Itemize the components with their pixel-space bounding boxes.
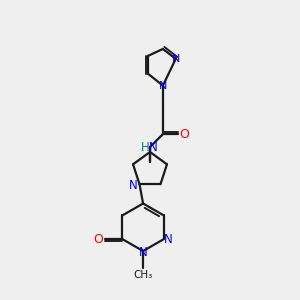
Text: N: N xyxy=(148,140,157,154)
Text: N: N xyxy=(129,179,138,192)
Text: N: N xyxy=(172,54,180,64)
Text: CH₃: CH₃ xyxy=(134,270,153,280)
Text: O: O xyxy=(93,233,103,246)
Text: N: N xyxy=(159,81,167,91)
Text: O: O xyxy=(180,128,190,141)
Text: N: N xyxy=(139,245,147,259)
Text: H: H xyxy=(141,140,149,154)
Text: N: N xyxy=(164,233,173,246)
